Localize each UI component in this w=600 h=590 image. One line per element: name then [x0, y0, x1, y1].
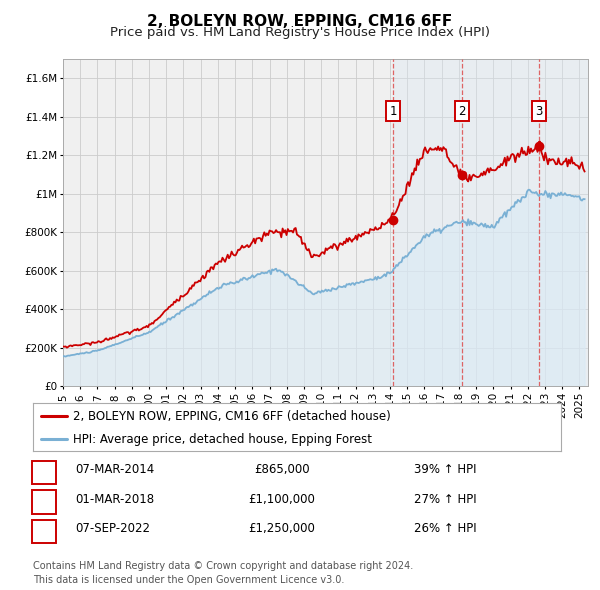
- Text: 2: 2: [40, 493, 47, 506]
- Bar: [393, 59, 462, 386]
- Text: 3: 3: [40, 522, 47, 535]
- Bar: [462, 59, 539, 386]
- Text: £865,000: £865,000: [254, 463, 310, 476]
- Text: 01-MAR-2018: 01-MAR-2018: [75, 493, 154, 506]
- Text: 39% ↑ HPI: 39% ↑ HPI: [414, 463, 476, 476]
- Text: 07-SEP-2022: 07-SEP-2022: [75, 522, 150, 535]
- Bar: [539, 59, 588, 386]
- Text: 3: 3: [536, 104, 543, 117]
- Text: 07-MAR-2014: 07-MAR-2014: [75, 463, 154, 476]
- Text: Contains HM Land Registry data © Crown copyright and database right 2024.
This d: Contains HM Land Registry data © Crown c…: [33, 561, 413, 585]
- Text: 2, BOLEYN ROW, EPPING, CM16 6FF: 2, BOLEYN ROW, EPPING, CM16 6FF: [148, 14, 452, 30]
- Text: £1,250,000: £1,250,000: [248, 522, 316, 535]
- Text: 27% ↑ HPI: 27% ↑ HPI: [414, 493, 476, 506]
- Text: HPI: Average price, detached house, Epping Forest: HPI: Average price, detached house, Eppi…: [73, 432, 371, 446]
- Text: 26% ↑ HPI: 26% ↑ HPI: [414, 522, 476, 535]
- Text: 2: 2: [458, 104, 466, 117]
- Text: Price paid vs. HM Land Registry's House Price Index (HPI): Price paid vs. HM Land Registry's House …: [110, 26, 490, 39]
- Text: 1: 1: [40, 463, 47, 476]
- Text: 2, BOLEYN ROW, EPPING, CM16 6FF (detached house): 2, BOLEYN ROW, EPPING, CM16 6FF (detache…: [73, 409, 391, 422]
- Text: £1,100,000: £1,100,000: [248, 493, 316, 506]
- Text: 1: 1: [389, 104, 397, 117]
